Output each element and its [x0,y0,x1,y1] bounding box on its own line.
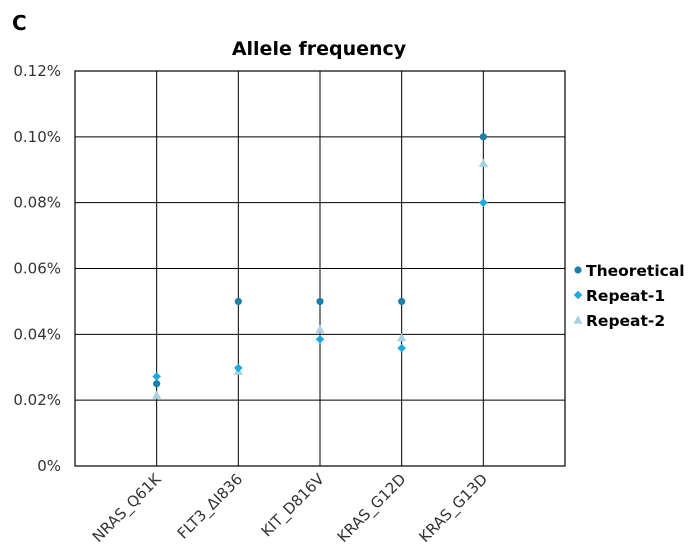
x-tick-label: KIT_D816V [258,470,329,541]
data-point-repeat-1 [315,334,325,344]
y-tick-label: 0.12% [13,62,61,80]
y-tick-label: 0.04% [13,325,61,343]
x-axis-ticks: NRAS_Q61K FLT3_ΔI836 KIT_D816V KRAS_G12D KRA… [89,469,492,546]
data-point-repeat-2 [478,158,488,167]
data-point-repeat-2 [397,333,407,342]
y-axis-ticks: 0% 0.02% 0.04% 0.06% 0.08% 0.10% 0.12% [13,62,61,475]
panel-label: C [12,11,27,35]
y-tick-label: 0.02% [13,391,61,409]
legend-marker-repeat-1 [573,290,583,300]
data-point-repeat-2 [152,390,162,399]
legend: Theoretical Repeat-1 Repeat-2 [573,262,685,330]
data-point-theoretical [479,133,487,141]
x-tick-label: KRAS_G13D [415,470,492,547]
x-tick-label: NRAS_Q61K [89,469,166,546]
data-point-theoretical [234,297,242,306]
data-point-theoretical [398,297,406,306]
legend-marker-repeat-2 [573,315,583,324]
x-tick-label: KRAS_G12D [334,470,411,547]
y-tick-label: 0.06% [13,260,61,278]
data-points [152,133,488,399]
data-point-repeat-2 [315,324,325,334]
x-tick-label: FLT3_ΔI836 [174,470,247,543]
data-point-repeat-1 [152,372,161,381]
legend-label-theoretical: Theoretical [586,262,685,280]
plot-area [74,70,566,467]
legend-label-repeat-2: Repeat-2 [586,312,665,330]
data-point-repeat-1 [397,343,406,353]
y-tick-label: 0% [37,457,61,475]
legend-marker-theoretical [574,266,582,274]
grid [75,70,565,467]
legend-label-repeat-1: Repeat-1 [586,287,665,305]
data-point-repeat-1 [234,363,243,373]
data-point-repeat-1 [479,198,488,207]
y-tick-label: 0.10% [13,128,61,146]
data-point-theoretical [153,380,161,388]
data-point-theoretical [316,297,324,306]
y-tick-label: 0.08% [13,194,61,212]
chart-title: Allele frequency [232,38,407,60]
